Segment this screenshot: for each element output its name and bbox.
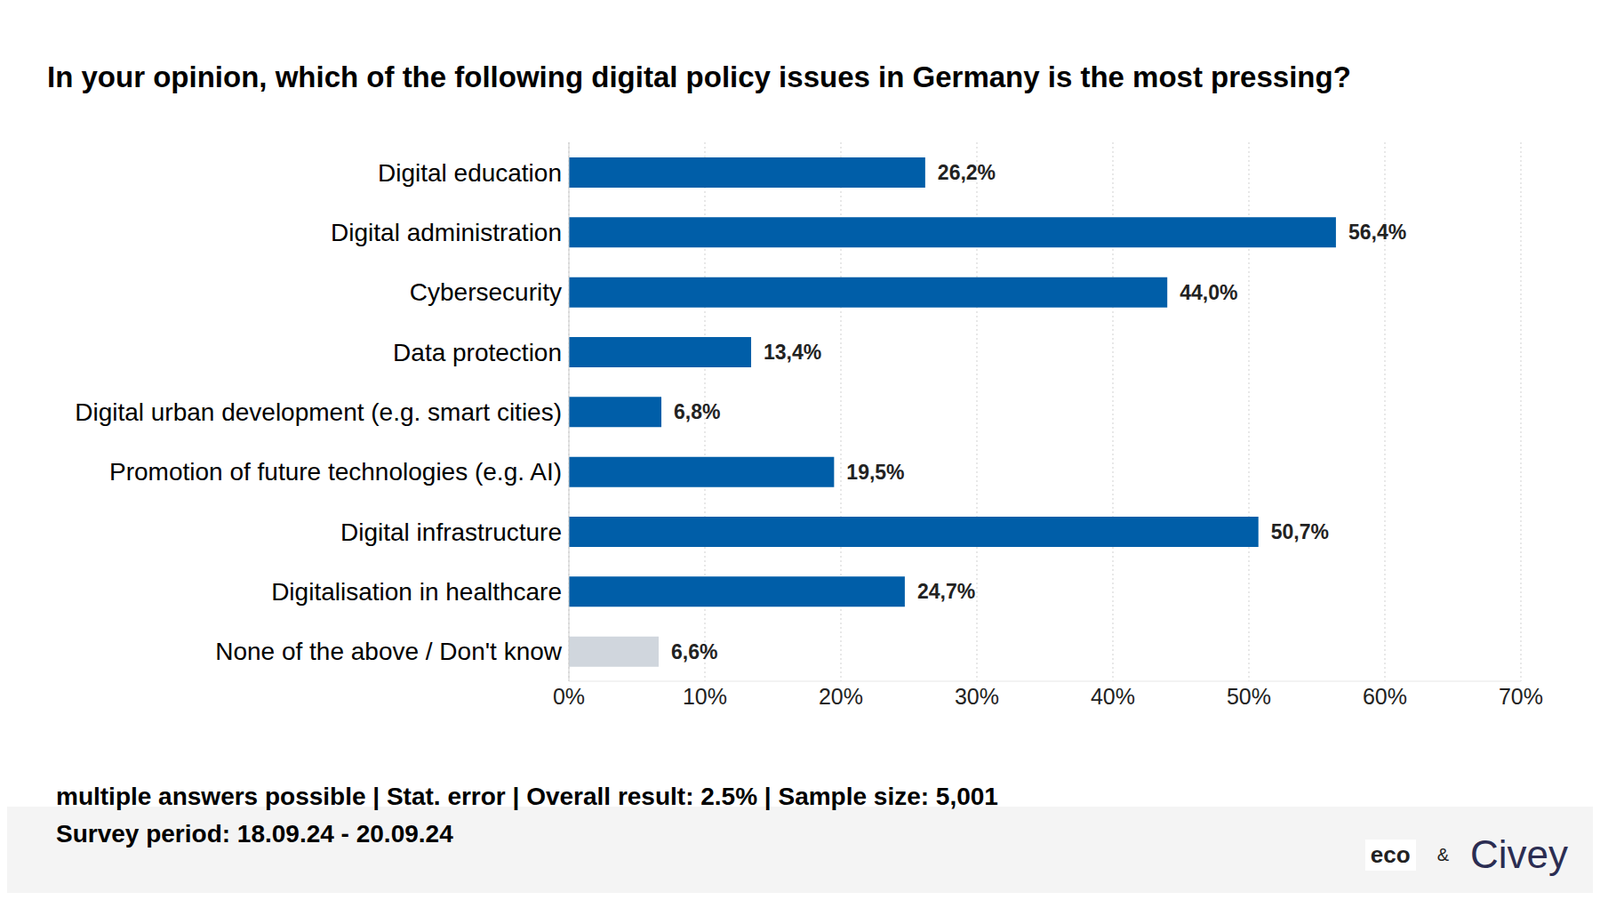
html-text:eco: eco (1370, 840, 1411, 868)
svg-text:60%: 60% (1362, 683, 1408, 709)
html-text:In your opinion, which of the: In your opinion, which of the following … (47, 60, 1351, 94)
html-text:Civey: Civey (1470, 832, 1568, 876)
html-text:Survey period: 18.09.24 - 20.0: Survey period: 18.09.24 - 20.09.24 (56, 819, 454, 848)
svg-text:0%: 0% (552, 683, 585, 709)
svg-text:70%: 70% (1498, 683, 1544, 709)
svg-text:Digital education: Digital education (377, 159, 562, 187)
svg-text:Promotion of future technologi: Promotion of future technologies (e.g. A… (109, 457, 562, 486)
svg-text:56,4%: 56,4% (1348, 220, 1407, 244)
svg-text:Digital administration: Digital administration (330, 218, 562, 247)
svg-text:6,6%: 6,6% (671, 640, 718, 664)
svg-text:10%: 10% (682, 683, 728, 709)
svg-text:26,2%: 26,2% (937, 160, 996, 184)
svg-text:None of the above / Don't know: None of the above / Don't know (215, 637, 563, 665)
svg-text:44,0%: 44,0% (1179, 280, 1238, 304)
svg-text:Digital infrastructure: Digital infrastructure (340, 518, 562, 546)
svg-text:50%: 50% (1226, 683, 1272, 709)
svg-text:40%: 40% (1090, 683, 1136, 709)
svg-text:Data protection: Data protection (392, 338, 562, 367)
svg-text:20%: 20% (818, 683, 864, 709)
svg-text:30%: 30% (954, 683, 1000, 709)
svg-text:Cybersecurity: Cybersecurity (409, 278, 562, 306)
svg-text:Digital urban development (e.g: Digital urban development (e.g. smart ci… (74, 398, 562, 426)
svg-text:24,7%: 24,7% (917, 579, 976, 603)
svg-text:6,8%: 6,8% (673, 400, 720, 424)
svg-text:50,7%: 50,7% (1271, 520, 1329, 544)
svg-text:19,5%: 19,5% (846, 460, 904, 484)
svg-text:13,4%: 13,4% (763, 340, 822, 364)
html-text:multiple answers possible | St: multiple answers possible | Stat. error … (56, 782, 999, 810)
svg-text:Digitalisation in healthcare: Digitalisation in healthcare (271, 577, 562, 606)
